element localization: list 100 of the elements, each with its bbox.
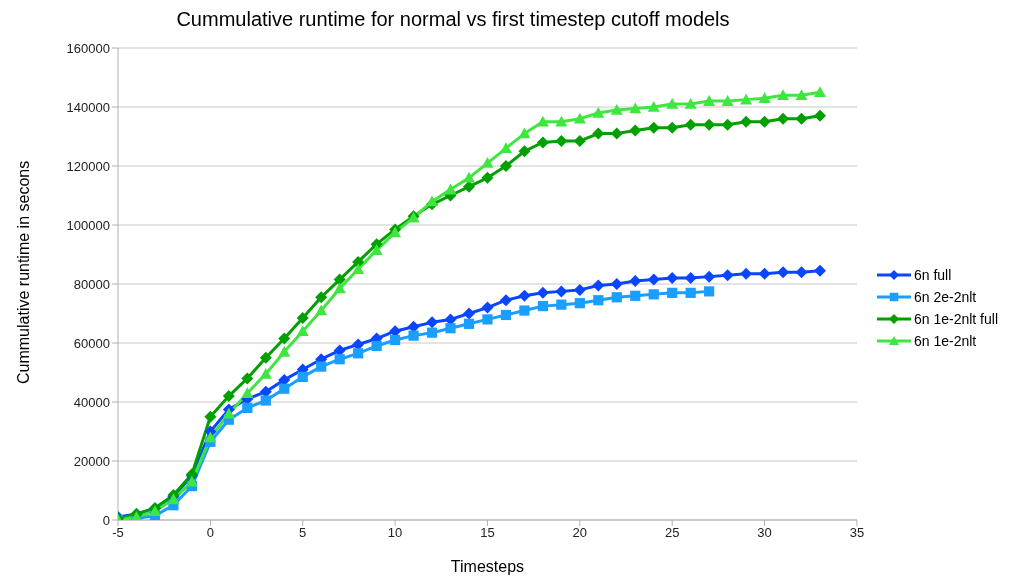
point [260, 395, 271, 406]
y-tick-label: 100000 [66, 217, 110, 233]
point [647, 121, 660, 134]
point [555, 115, 568, 127]
point [518, 289, 531, 302]
point [536, 115, 549, 127]
y-tick-label: 0 [102, 512, 110, 528]
point [593, 295, 604, 306]
x-tick-label: 15 [480, 525, 495, 541]
legend-label: 6n 2e-2nlt [913, 289, 977, 305]
point [592, 106, 605, 118]
point [666, 121, 679, 134]
point [666, 98, 679, 109]
point [556, 299, 567, 310]
point [518, 127, 531, 139]
point [629, 124, 642, 137]
y-tick-label: 60000 [73, 335, 110, 351]
point [296, 325, 309, 336]
point [684, 98, 697, 109]
point [482, 314, 493, 325]
point [685, 287, 696, 298]
legend-label: 6n full [913, 267, 952, 283]
point [795, 112, 808, 125]
y-tick-label: 160000 [66, 40, 110, 56]
point [499, 160, 512, 172]
point [536, 136, 549, 149]
point [519, 305, 530, 316]
legend-label: 6n 1e-2nlt full [913, 311, 998, 327]
point [629, 102, 642, 114]
point [241, 387, 254, 398]
x-tick-label: 30 [757, 525, 772, 541]
point [574, 298, 585, 309]
point [279, 383, 290, 394]
point [296, 311, 309, 324]
point [630, 290, 641, 301]
point [370, 244, 383, 255]
y-tick-label: 140000 [66, 99, 110, 115]
point [333, 273, 346, 286]
point [647, 273, 660, 286]
point [721, 118, 734, 131]
point [463, 318, 475, 329]
point [371, 340, 382, 352]
point [499, 294, 512, 307]
point [721, 95, 734, 106]
point [334, 354, 345, 365]
point [740, 93, 753, 105]
point [222, 390, 235, 403]
point [426, 195, 439, 207]
point [481, 157, 494, 168]
point [278, 332, 291, 345]
point [353, 348, 364, 359]
point [555, 285, 568, 298]
legend-label: 6n 1e-2nlt [913, 333, 977, 349]
y-tick-label: 40000 [73, 394, 110, 410]
point [500, 309, 512, 321]
point [445, 323, 456, 334]
x-tick-label: 5 [299, 525, 307, 541]
y-tick-label: 80000 [73, 276, 110, 292]
point [259, 351, 272, 364]
point [667, 287, 678, 298]
point [204, 431, 217, 443]
point [758, 115, 771, 128]
point [647, 101, 660, 112]
point [758, 92, 771, 103]
x-tick-label: 10 [387, 525, 403, 541]
point [648, 289, 659, 300]
point [721, 269, 734, 282]
point [185, 475, 198, 487]
x-axis-title: Timesteps [450, 558, 525, 575]
point [242, 402, 253, 413]
point [444, 183, 457, 195]
point [315, 291, 328, 304]
point [463, 171, 475, 183]
x-tick-label: 25 [664, 525, 680, 541]
point [795, 89, 808, 100]
point [315, 304, 328, 316]
point [703, 95, 716, 106]
point [222, 407, 235, 419]
point [426, 327, 438, 338]
point [333, 282, 346, 294]
point [259, 367, 272, 379]
point [537, 301, 548, 312]
point [813, 109, 826, 122]
point [758, 267, 771, 280]
point [684, 272, 697, 285]
point [592, 279, 605, 292]
point [704, 286, 715, 297]
point [390, 334, 401, 346]
point [463, 307, 475, 320]
point [629, 275, 642, 288]
y-tick-label: 20000 [73, 453, 110, 469]
point [316, 361, 327, 372]
y-axis-title: Cummulative runtime in secons [14, 160, 32, 384]
point [204, 410, 217, 423]
point [777, 89, 790, 100]
point [297, 371, 308, 383]
point [426, 316, 439, 329]
y-tick-label: 120000 [66, 158, 110, 174]
point [481, 301, 494, 314]
point [518, 145, 531, 158]
